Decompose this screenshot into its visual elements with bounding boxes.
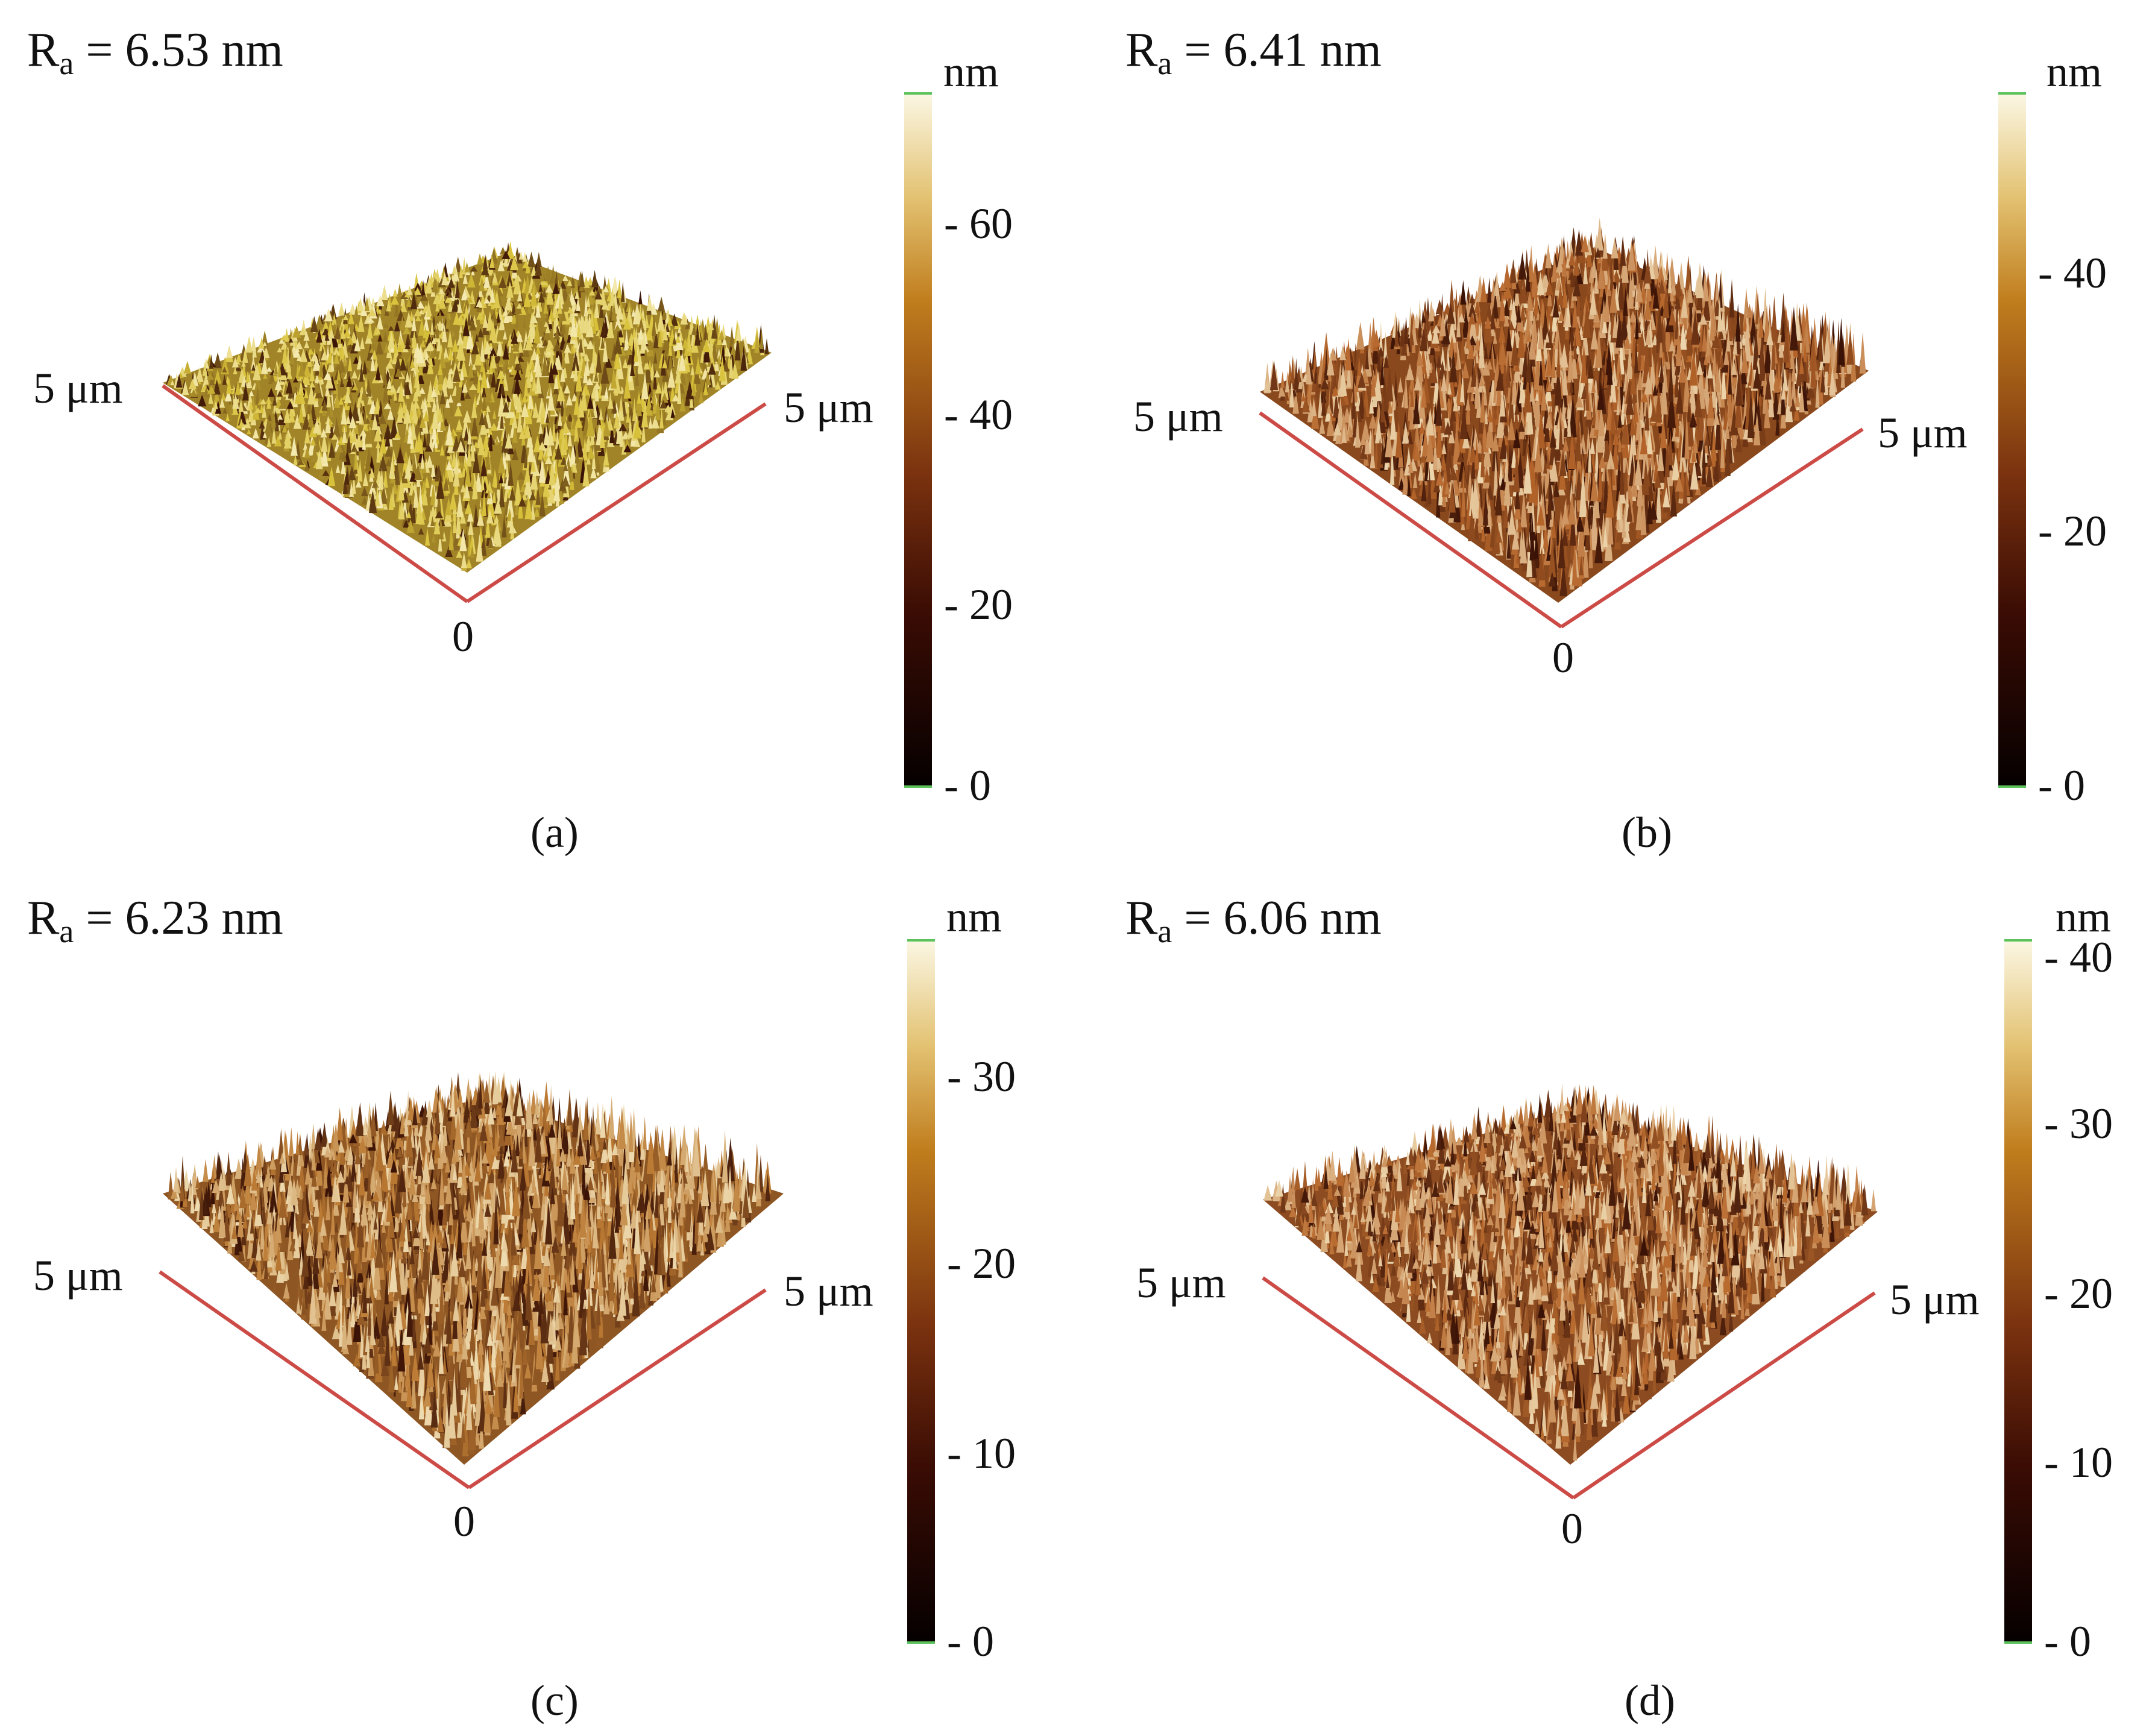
colorbar-cap-bottom xyxy=(2004,1641,2032,1644)
panel-caption: (d) xyxy=(1625,1676,1675,1725)
colorbar: - 60 - 40 - 20 - 0 xyxy=(904,92,1013,807)
y-axis-line xyxy=(468,1288,767,1489)
colorbar-tick: - 30 xyxy=(947,1052,1016,1101)
colorbar-tick: - 30 xyxy=(2044,1099,2113,1148)
ra-value: = 6.23 nm xyxy=(74,892,283,945)
origin-label: 0 xyxy=(1561,1505,1583,1553)
colorbar-tick: - 20 xyxy=(944,580,1013,629)
colorbar-tick: - 60 xyxy=(944,200,1013,248)
y-axis-line xyxy=(1572,1291,1876,1500)
colorbar-tick: - 10 xyxy=(947,1429,1016,1477)
colorbar-tick: - 0 xyxy=(2044,1617,2091,1665)
colorbar-cap-top xyxy=(1998,92,2026,95)
x-axis-line xyxy=(162,384,468,603)
origin-label: 0 xyxy=(453,1497,475,1546)
topography-surface xyxy=(1263,1083,1878,1465)
afm-panel-d: Ra = 6.06 nm 5 μm 5 μm 0 nm - 40 - 30 - … xyxy=(1076,868,2152,1736)
colorbar-tick: - 20 xyxy=(2038,507,2107,555)
right-axis-label: 5 μm xyxy=(1890,1275,1980,1324)
topography-surface xyxy=(163,1071,784,1465)
roughness-label: Ra = 6.23 nm xyxy=(27,891,283,950)
colorbar-unit: nm xyxy=(943,48,999,96)
afm-panel-c: Ra = 6.23 nm 5 μm 5 μm 0 nm - 30 - 20 - … xyxy=(0,868,1076,1736)
surface-plot: 5 μm 5 μm 0 xyxy=(33,1071,873,1546)
left-axis-label: 5 μm xyxy=(1136,1259,1226,1307)
surface-plot: 5 μm 5 μm 0 xyxy=(33,241,873,661)
colorbar-tick: - 0 xyxy=(947,1617,994,1665)
left-axis-label: 5 μm xyxy=(1133,392,1223,441)
colorbar-tick: - 0 xyxy=(944,761,991,810)
y-axis-line xyxy=(1560,427,1864,629)
colorbar-tick: - 20 xyxy=(947,1239,1016,1288)
colorbar-unit: nm xyxy=(2056,893,2112,941)
x-axis-line xyxy=(1262,1276,1575,1500)
roughness-label: Ra = 6.06 nm xyxy=(1125,891,1382,950)
colorbar-cap-top xyxy=(2004,939,2032,942)
colorbar-gradient xyxy=(907,940,935,1643)
colorbar-cap-bottom xyxy=(1998,785,2026,788)
x-axis-line xyxy=(159,1270,470,1489)
origin-label: 0 xyxy=(1552,634,1574,682)
ra-symbol: R xyxy=(1125,892,1158,945)
colorbar-cap-top xyxy=(907,939,935,942)
ra-value: = 6.53 nm xyxy=(74,24,283,77)
ra-subscript: a xyxy=(59,913,74,949)
right-axis-label: 5 μm xyxy=(1878,409,1968,457)
right-axis-label: 5 μm xyxy=(784,1267,873,1315)
ra-subscript: a xyxy=(59,45,74,81)
ra-subscript: a xyxy=(1157,45,1172,81)
ra-value: = 6.41 nm xyxy=(1172,24,1382,77)
surface-plot: 5 μm 5 μm 0 xyxy=(1133,217,1968,682)
colorbar-tick: - 40 xyxy=(2044,933,2113,981)
colorbar: - 40 - 20 - 0 xyxy=(1998,92,2107,807)
origin-label: 0 xyxy=(452,612,474,661)
roughness-label: Ra = 6.41 nm xyxy=(1125,23,1382,82)
colorbar-unit: nm xyxy=(946,893,1002,941)
panel-caption: (a) xyxy=(530,808,579,857)
colorbar-cap-bottom xyxy=(907,1641,935,1644)
colorbar-unit: nm xyxy=(2047,48,2103,96)
left-axis-label: 5 μm xyxy=(33,1251,123,1300)
colorbar-cap-bottom xyxy=(904,785,932,788)
colorbar: - 40 - 30 - 20 - 10 - 0 xyxy=(2004,936,2113,1663)
colorbar-tick: - 10 xyxy=(2044,1438,2113,1486)
x-axis-line xyxy=(1259,411,1562,629)
panel-caption: (b) xyxy=(1622,808,1672,857)
ra-value: = 6.06 nm xyxy=(1172,892,1382,945)
colorbar-tick: - 0 xyxy=(2038,761,2085,810)
topography-surface xyxy=(163,241,772,573)
y-axis-line xyxy=(466,402,767,603)
roughness-label: Ra = 6.53 nm xyxy=(27,23,283,82)
colorbar-gradient xyxy=(1998,93,2026,787)
ra-symbol: R xyxy=(1125,24,1158,77)
colorbar-cap-top xyxy=(904,92,932,95)
colorbar-tick: - 20 xyxy=(2044,1269,2113,1318)
ra-symbol: R xyxy=(27,892,60,945)
colorbar-gradient xyxy=(2004,940,2032,1643)
colorbar-tick: - 40 xyxy=(944,391,1013,439)
afm-panel-a: Ra = 6.53 nm 5 μm 5 μm 0 nm - 60 - 40 - … xyxy=(0,0,1076,868)
surface-plot: 5 μm 5 μm 0 xyxy=(1136,1083,1980,1553)
colorbar: - 30 - 20 - 10 - 0 xyxy=(907,939,1016,1663)
topography-surface xyxy=(1260,217,1869,603)
ra-symbol: R xyxy=(27,24,60,77)
ra-subscript: a xyxy=(1157,913,1172,949)
colorbar-tick: - 40 xyxy=(2038,249,2107,297)
right-axis-label: 5 μm xyxy=(784,383,873,432)
left-axis-label: 5 μm xyxy=(33,364,123,412)
panel-caption: (c) xyxy=(530,1676,579,1725)
afm-panel-b: Ra = 6.41 nm 5 μm 5 μm 0 nm - 40 - 20 - … xyxy=(1076,0,2152,868)
colorbar-gradient xyxy=(904,93,932,787)
